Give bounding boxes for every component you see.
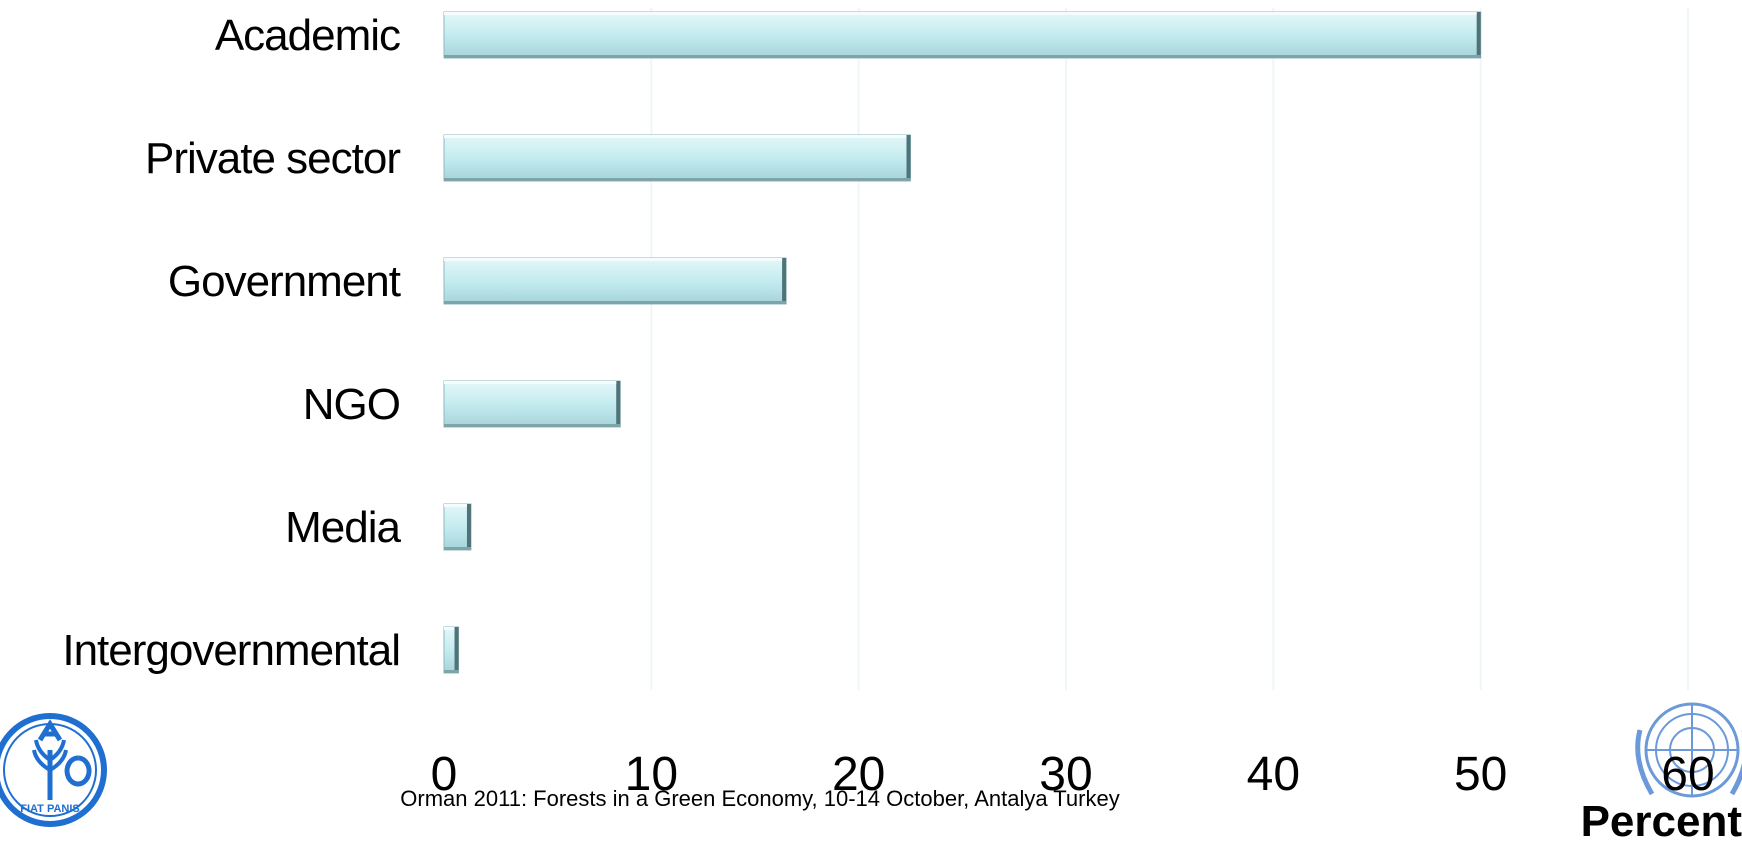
fao-motto: FIAT PANIS xyxy=(20,803,79,815)
bar-ngo xyxy=(443,380,621,428)
footer-text: Orman 2011: Forests in a Green Economy, … xyxy=(400,786,1119,811)
un-emblem xyxy=(1635,702,1742,798)
bar-private-sector xyxy=(443,134,911,182)
bars xyxy=(443,11,1482,674)
category-label: Intergovernmental xyxy=(62,626,400,675)
x-tick-label: 60 xyxy=(1661,748,1714,801)
category-label: NGO xyxy=(303,380,400,429)
bar-government xyxy=(443,257,787,305)
bar-academic xyxy=(443,11,1482,59)
x-tick-label: 10 xyxy=(625,748,678,801)
x-tick-label: 50 xyxy=(1454,748,1507,801)
x-tick-label: 0 xyxy=(431,748,458,801)
x-tick-label: 20 xyxy=(832,748,885,801)
category-label: Government xyxy=(168,257,401,306)
gridlines xyxy=(650,8,1689,690)
category-label: Media xyxy=(285,503,401,552)
category-label: Private sector xyxy=(145,134,400,183)
x-tick-labels: 0 10 20 30 40 50 60 xyxy=(431,748,1715,801)
category-labels: Academic Private sector Government NGO Media… xyxy=(62,11,403,676)
bar-media xyxy=(443,503,472,551)
bar-intergovernmental xyxy=(443,626,460,674)
x-tick-label: 40 xyxy=(1247,748,1300,801)
category-label: Academic xyxy=(215,11,400,60)
x-tick-label: 30 xyxy=(1039,748,1092,801)
x-axis-title: Percent xyxy=(1581,797,1742,842)
fao-logo: FIAT PANIS xyxy=(0,713,107,827)
